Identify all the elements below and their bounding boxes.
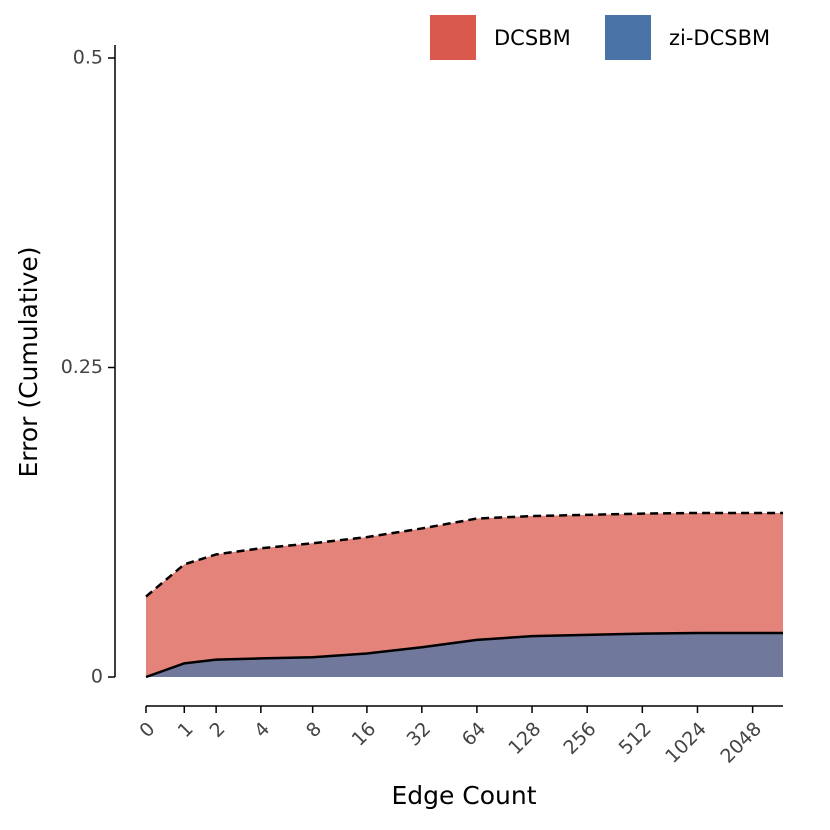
y-tick-label: 0.5 xyxy=(73,47,103,69)
x-tick-label: 0 xyxy=(135,718,159,742)
x-tick-label: 8 xyxy=(302,718,326,742)
x-tick-label: 32 xyxy=(403,718,436,751)
x-tick-label: 1 xyxy=(174,718,198,742)
legend-swatch xyxy=(430,15,476,60)
legend-label: DCSBM xyxy=(494,26,571,50)
area-line xyxy=(145,631,783,679)
y-tick-label: 0.25 xyxy=(61,356,103,378)
area xyxy=(146,633,783,677)
x-axis-title: Edge Count xyxy=(391,781,536,810)
y-tick-label: 0 xyxy=(91,666,103,688)
x-tick-label: 128 xyxy=(504,718,545,759)
x-tick-label: 2048 xyxy=(716,718,766,768)
x-tick-label: 16 xyxy=(348,718,381,751)
x-tick-label: 256 xyxy=(559,718,600,759)
x-tick-label: 64 xyxy=(458,718,491,751)
x-tick-label: 1024 xyxy=(661,718,711,768)
x-tick-label: 512 xyxy=(615,718,656,759)
legend-label: zi-DCSBM xyxy=(669,26,770,50)
y-axis-title: Error (Cumulative) xyxy=(14,246,43,477)
x-tick-label: 2 xyxy=(205,718,229,742)
area-line xyxy=(145,511,783,598)
legend-swatch xyxy=(605,15,651,60)
x-tick-label: 4 xyxy=(250,718,274,742)
